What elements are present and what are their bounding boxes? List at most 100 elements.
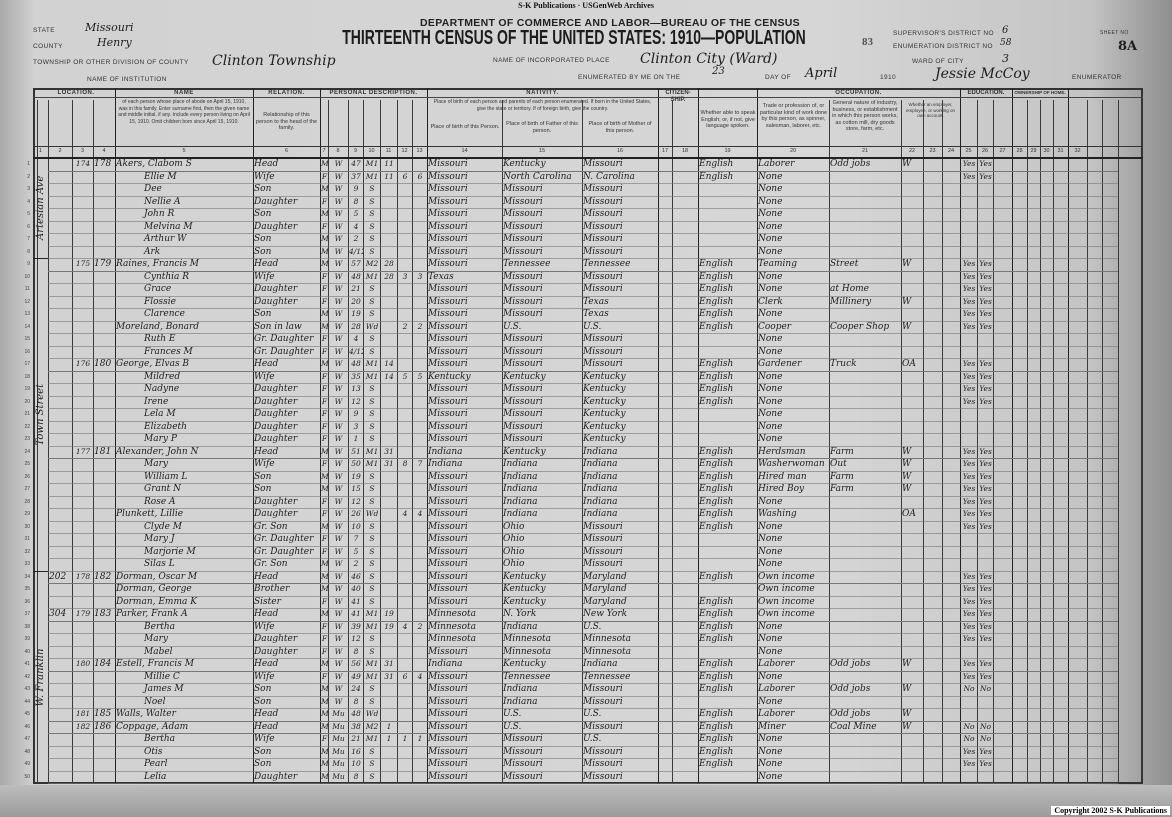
row-divider: [48, 558, 1118, 559]
age-cell: 56: [351, 659, 361, 668]
birthplace-person-cell: Missouri: [428, 284, 468, 294]
age-cell: 5: [353, 209, 359, 218]
birthplace-father-cell: Missouri: [503, 746, 543, 757]
age-cell: 3: [353, 421, 359, 431]
can-write-cell: Yes: [979, 171, 992, 181]
birthplace-father-cell: North Carolina: [503, 171, 572, 182]
column-number: 23: [929, 148, 936, 154]
sex-cell: F: [321, 509, 328, 518]
birthplace-father-cell: Missouri: [503, 759, 543, 769]
table-row: Mary P Daughter F W 1 S Missouri Missouri Kentuc…: [0, 433, 1172, 446]
header-birthplace-person: Place of birth of this Person.: [430, 124, 500, 130]
age-cell: 8: [353, 771, 359, 781]
family-number-cell: 186: [94, 721, 112, 732]
age-cell: 13: [351, 384, 361, 393]
employer-status-cell: OA: [902, 359, 916, 369]
county-value: Henry: [97, 36, 132, 49]
header-divider: [33, 146, 1143, 147]
can-read-cell: Yes: [962, 509, 976, 518]
sex-cell: M: [321, 584, 328, 593]
children-born-cell: 2: [402, 321, 408, 331]
sex-cell: F: [321, 596, 328, 606]
age-cell: 10: [351, 521, 361, 531]
row-divider: [48, 408, 1118, 409]
street-name: Town Street: [35, 383, 46, 446]
table-row: Nellie A Daughter F W 8 S Missouri Missouri Miss…: [0, 196, 1172, 209]
can-write-cell: Yes: [979, 296, 992, 306]
row-divider: [48, 508, 1118, 509]
header-name: NAME: [174, 90, 194, 96]
relation-cell: Son: [254, 234, 272, 244]
row-divider: [48, 471, 1118, 472]
header-industry: General nature of industry, business, or…: [832, 100, 898, 132]
can-read-cell: Yes: [962, 621, 976, 631]
industry-cell: Odd jobs: [830, 684, 871, 694]
person-name-cell: Melvina M: [144, 221, 193, 232]
trade-cell: Laborer: [758, 659, 795, 669]
person-name-cell: John R: [144, 209, 175, 219]
color-race-cell: W: [334, 696, 343, 706]
person-name-cell: Marjorie M: [144, 546, 196, 557]
marital-status-cell: S: [369, 534, 375, 543]
sex-cell: M: [321, 184, 328, 193]
years-married-cell: 14: [384, 371, 394, 381]
row-divider: [48, 483, 1118, 484]
person-name-cell: Plunkett, Lillie: [116, 509, 184, 519]
age-cell: 4/12: [349, 346, 363, 356]
age-cell: 57: [351, 259, 361, 268]
birthplace-father-cell: Missouri: [503, 309, 543, 319]
can-read-cell: Yes: [962, 371, 976, 381]
language-cell: English: [699, 284, 734, 294]
can-read-cell: Yes: [962, 459, 976, 468]
table-row: 174 178 Akers, Clabom S Head M W 47 M1 11 Missour…: [0, 158, 1172, 171]
row-divider: [48, 783, 1118, 784]
age-cell: 48: [351, 271, 361, 281]
age-cell: 50: [351, 459, 361, 468]
dwelling-number-cell: 179: [75, 609, 91, 618]
trade-cell: Laborer: [758, 684, 795, 694]
color-race-cell: W: [334, 446, 343, 456]
trade-cell: None: [758, 371, 783, 382]
birthplace-father-cell: Missouri: [503, 359, 543, 369]
header-home-ownership: OWNERSHIP OF HOME.: [1014, 90, 1066, 95]
relation-cell: Daughter: [254, 496, 298, 507]
marital-status-cell: S: [369, 246, 375, 256]
incorporated-place-label: NAME OF INCORPORATED PLACE: [493, 57, 610, 64]
employer-status-cell: W: [902, 459, 912, 469]
birthplace-person-cell: Missouri: [428, 746, 468, 757]
employer-status-cell: W: [902, 471, 912, 482]
color-race-cell: W: [334, 459, 343, 468]
birthplace-person-cell: Missouri: [428, 521, 468, 532]
age-cell: 46: [351, 571, 361, 581]
can-read-cell: Yes: [962, 171, 976, 181]
children-living-cell: 3: [417, 271, 423, 281]
relation-cell: Head: [254, 721, 279, 732]
trade-cell: None: [758, 746, 783, 757]
marital-status-cell: M1: [365, 734, 379, 743]
person-name-cell: Akers, Clabom S: [116, 159, 192, 169]
trade-cell: Own income: [758, 571, 815, 582]
birthplace-mother-cell: Kentucky: [583, 409, 626, 419]
color-race-cell: W: [334, 596, 343, 606]
color-race-cell: W: [334, 334, 343, 343]
years-married-cell: 31: [384, 459, 394, 468]
birthplace-mother-cell: U.S.: [583, 321, 602, 332]
dwelling-number-cell: 178: [75, 571, 91, 581]
column-divider: [48, 100, 49, 784]
birthplace-person-cell: Missouri: [428, 559, 468, 569]
color-race-cell: W: [334, 346, 343, 356]
color-race-cell: W: [334, 409, 343, 418]
row-divider: [48, 296, 1118, 297]
birthplace-mother-cell: Maryland: [583, 596, 627, 607]
row-divider: [48, 208, 1118, 209]
birthplace-mother-cell: Indiana: [583, 446, 618, 457]
color-race-cell: W: [334, 659, 343, 668]
trade-cell: None: [758, 634, 783, 644]
column-number: 10: [368, 148, 375, 154]
line-number: 9: [27, 261, 30, 267]
can-write-cell: Yes: [979, 621, 992, 631]
marital-status-cell: S: [369, 221, 375, 231]
can-read-cell: Yes: [962, 584, 976, 593]
column-divider: [977, 100, 978, 784]
can-read-cell: Yes: [962, 759, 976, 768]
